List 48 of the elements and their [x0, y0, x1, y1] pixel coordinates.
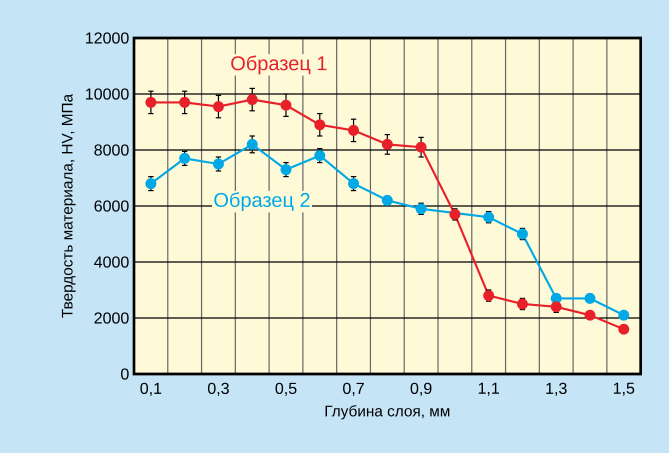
point [550, 292, 562, 304]
point [516, 228, 528, 240]
point [179, 96, 190, 108]
point [416, 142, 427, 153]
point [516, 298, 528, 310]
series-label: Образец 2 [214, 192, 310, 211]
point [550, 301, 562, 312]
point [584, 292, 596, 304]
point [280, 100, 292, 111]
x-tick-label: 1,3 [546, 382, 567, 396]
x-axis-title: Глубина слоя, мм [326, 405, 450, 420]
x-tick-label: 0,5 [276, 382, 296, 396]
point [246, 94, 258, 106]
point [584, 310, 596, 321]
y-axis-title: Твердость материала, HV, МПа [62, 94, 76, 318]
y-tick-label: 0 [121, 368, 129, 380]
point [449, 208, 460, 220]
point [280, 164, 292, 176]
point [348, 178, 360, 190]
x-tick-label: 1,5 [614, 382, 634, 396]
y-tick-label: 6000 [94, 200, 129, 212]
y-tick-label: 10000 [86, 88, 129, 100]
x-tick-label: 0,7 [343, 382, 364, 396]
x-tick-label: 1,1 [478, 382, 499, 396]
point [348, 124, 360, 136]
point [618, 310, 630, 321]
point [382, 194, 393, 206]
x-tick-label: 0,1 [140, 382, 162, 396]
point [483, 290, 494, 302]
point [314, 150, 326, 162]
y-tick-label: 8000 [94, 144, 129, 156]
point [212, 158, 224, 170]
point [212, 101, 224, 112]
point [246, 138, 258, 150]
point [145, 178, 156, 190]
series-label: Образец 1 [231, 56, 327, 74]
point [145, 96, 156, 108]
x-tick-label: 0,3 [208, 382, 229, 396]
point [314, 119, 326, 130]
point [483, 212, 494, 223]
point [382, 138, 393, 150]
x-tick-label: 0,9 [410, 382, 432, 396]
point [618, 324, 630, 335]
y-tick-label: 12000 [86, 32, 129, 44]
y-tick-label: 4000 [94, 256, 129, 268]
point [416, 203, 427, 214]
point [179, 152, 190, 164]
y-tick-label: 2000 [94, 312, 129, 324]
